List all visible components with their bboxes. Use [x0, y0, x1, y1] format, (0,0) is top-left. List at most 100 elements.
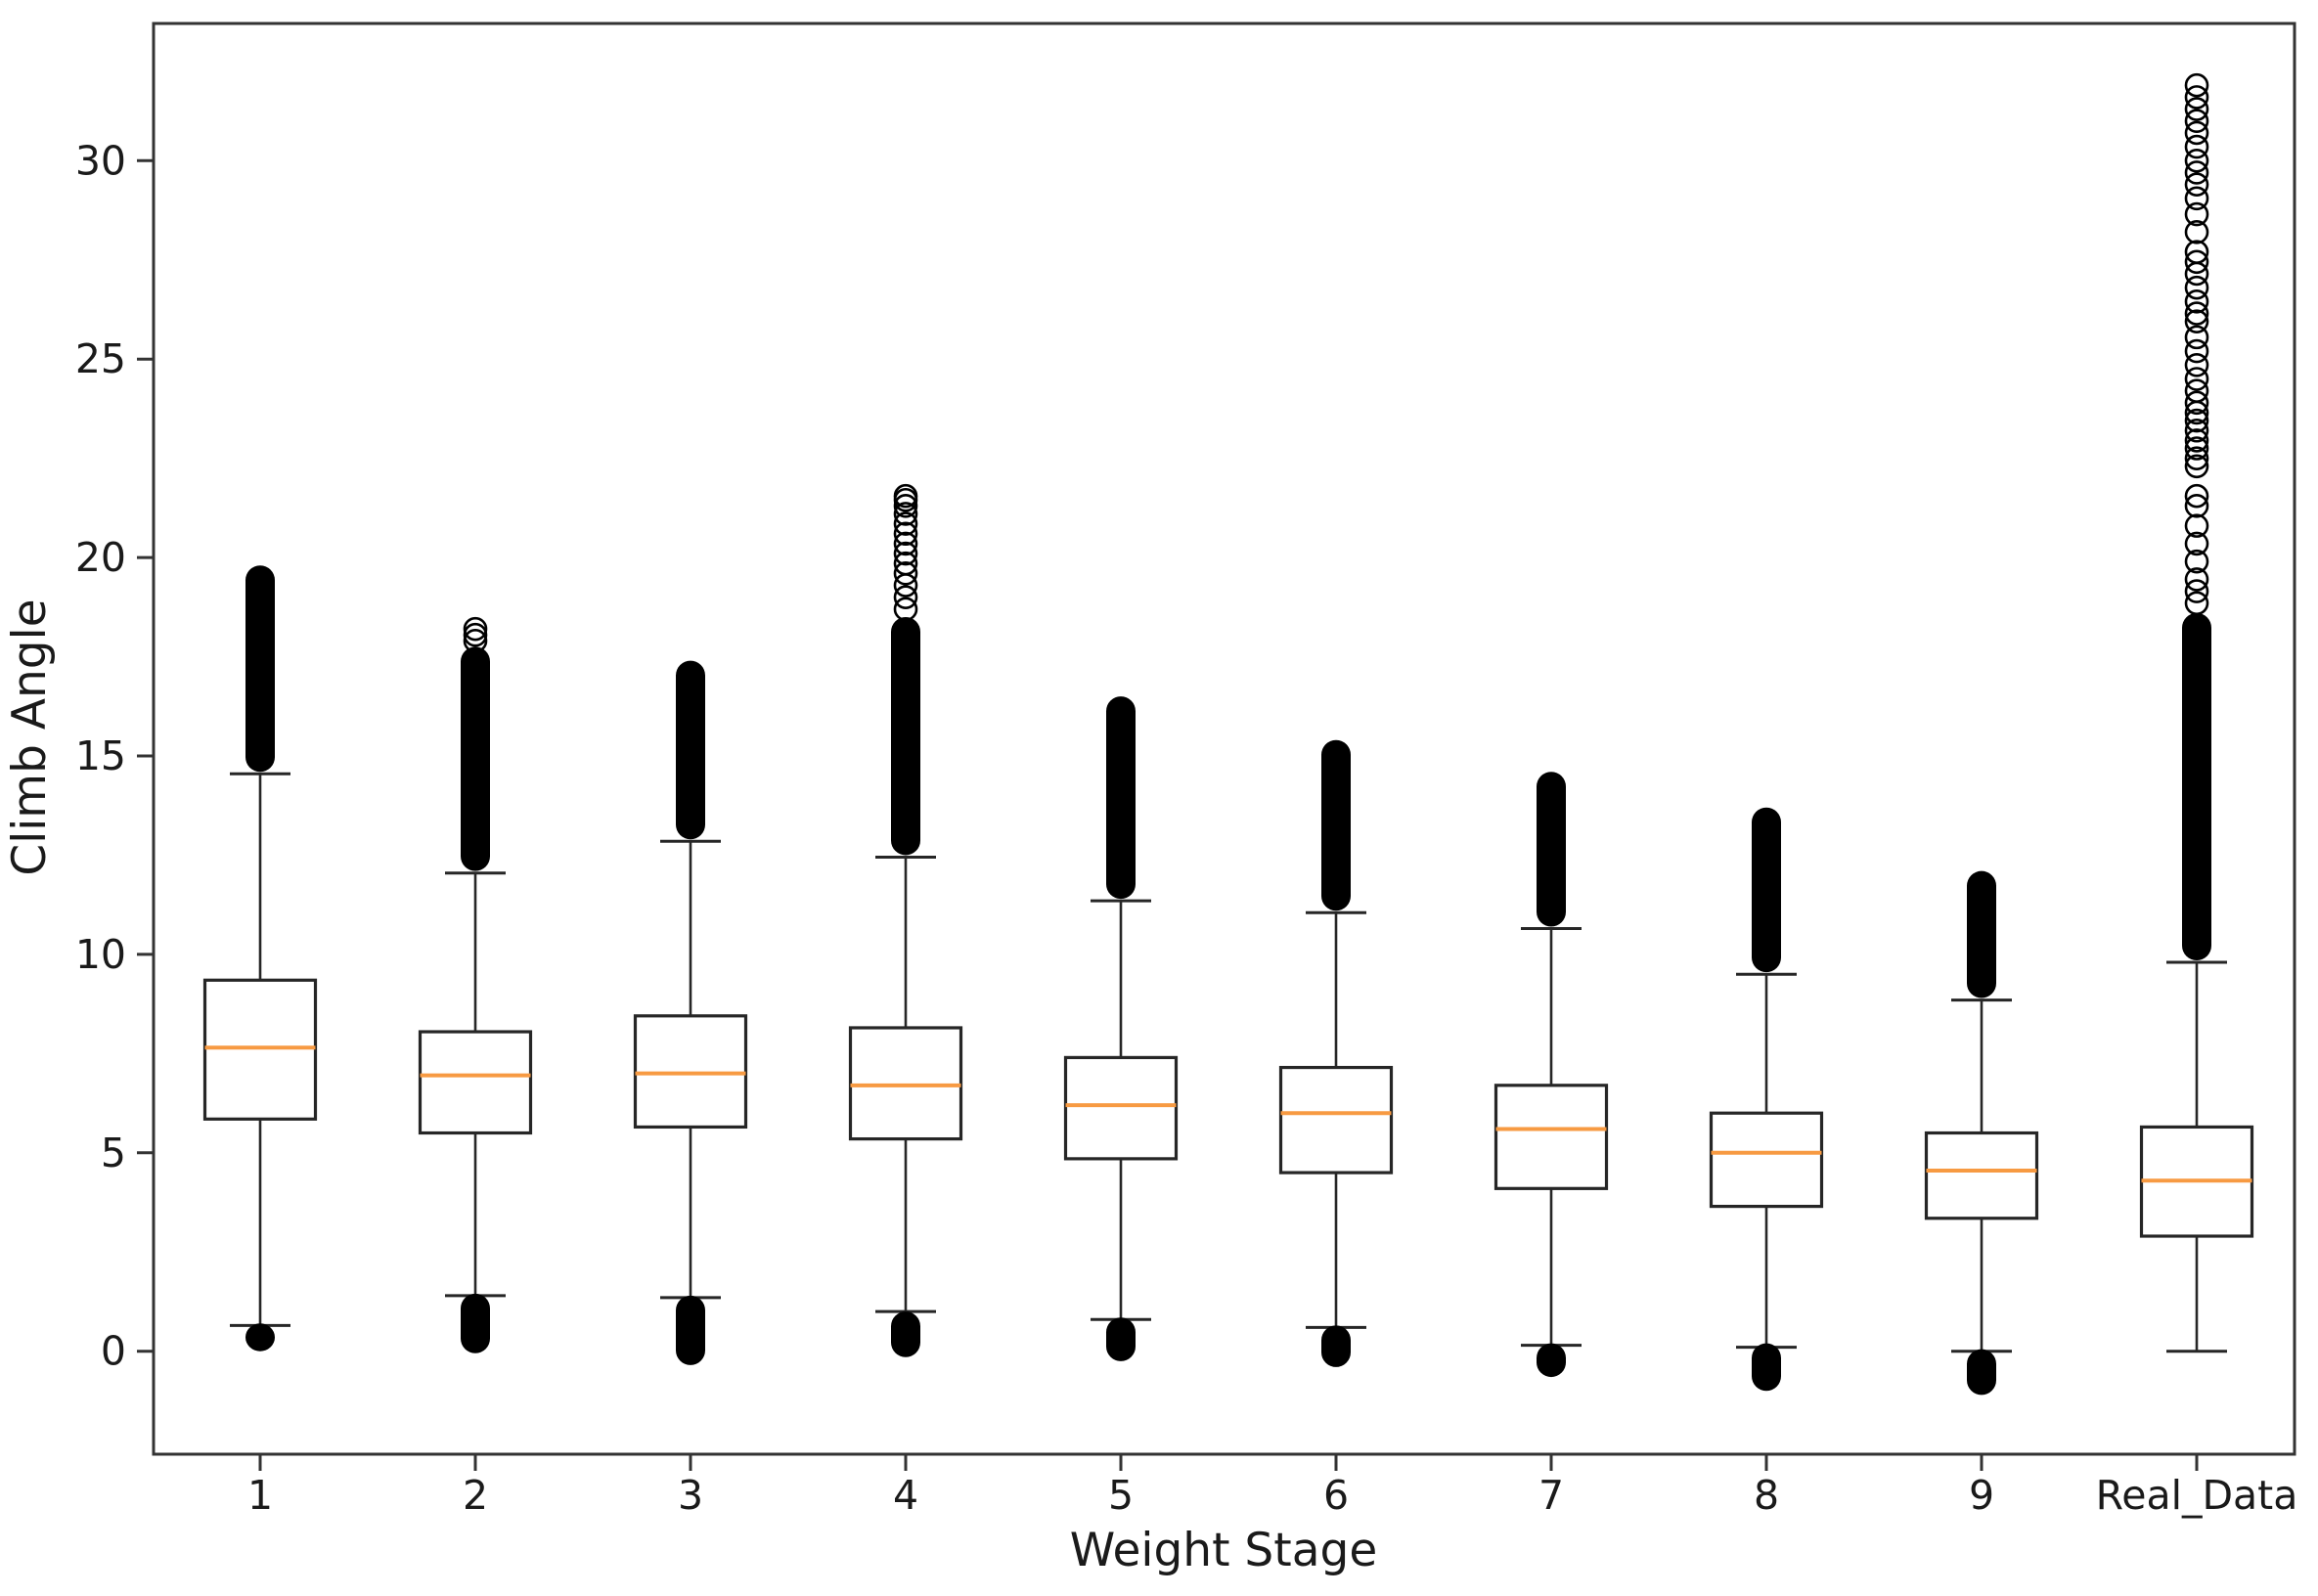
- outlier-ring: [893, 531, 918, 556]
- outlier-ring: [2184, 172, 2209, 197]
- outlier-ring: [2184, 97, 2209, 121]
- outlier-ring: [2184, 428, 2209, 453]
- outliers-low-column: [1752, 1343, 1781, 1392]
- box-glyph-7: [1493, 772, 1609, 1378]
- outlier-ring: [2184, 454, 2209, 479]
- outliers-high-column: [245, 565, 275, 773]
- outliers-low-column: [891, 1311, 920, 1357]
- x-tick-label: Real_Data: [2096, 1472, 2298, 1519]
- outliers-low-column: [461, 1293, 490, 1353]
- outlier-ring: [2184, 186, 2209, 211]
- x-tick-label: 5: [1108, 1472, 1134, 1519]
- x-axis-title: Weight Stage: [1070, 1524, 1378, 1577]
- box-glyph-5: [1063, 696, 1179, 1361]
- y-tick-label: 30: [75, 137, 126, 184]
- outlier-ring: [2184, 338, 2209, 364]
- box-glyph-6: [1278, 739, 1394, 1367]
- outliers-high-column: [891, 616, 920, 856]
- outlier-ring: [463, 616, 488, 642]
- y-tick-label: 15: [75, 732, 126, 779]
- iqr-box: [1278, 1065, 1394, 1175]
- outlier-ring: [893, 483, 918, 509]
- outlier-ring: [2184, 160, 2209, 185]
- x-tick-label: 7: [1538, 1472, 1564, 1519]
- outlier-ring: [463, 629, 488, 653]
- outlier-ring: [2184, 109, 2209, 134]
- y-tick-label: 25: [75, 335, 126, 382]
- outlier-ring: [2184, 289, 2209, 314]
- x-tick-label: 1: [247, 1472, 273, 1519]
- outlier-ring: [2184, 85, 2209, 110]
- outlier-ring: [2184, 352, 2209, 377]
- axes-frame: [152, 22, 2296, 1456]
- iqr-box: [848, 1026, 963, 1141]
- outlier-ring: [2184, 120, 2209, 146]
- outlier-ring: [2184, 301, 2209, 326]
- outlier-ring: [893, 597, 918, 622]
- outlier-ring: [893, 511, 918, 536]
- outlier-ring: [2184, 390, 2209, 416]
- outlier-ring: [2184, 249, 2209, 275]
- iqr-box: [1924, 1130, 2039, 1220]
- outlier-ring: [893, 541, 918, 566]
- iqr-box: [418, 1030, 533, 1135]
- iqr-box: [1063, 1055, 1179, 1161]
- outlier-ring: [2184, 418, 2209, 443]
- outlier-ring: [2184, 549, 2209, 574]
- y-tick-label: 20: [75, 534, 126, 581]
- outlier-ring: [2184, 325, 2209, 350]
- outliers-high-column: [1106, 696, 1136, 900]
- y-tick-label: 10: [75, 931, 126, 978]
- outlier-ring: [2184, 494, 2209, 518]
- x-tick-label: 3: [678, 1472, 703, 1519]
- y-axis-title: Climb Angle: [3, 598, 57, 875]
- outliers-low-column: [1967, 1349, 1996, 1396]
- outliers-high-column: [1967, 870, 1996, 998]
- outlier-ring: [2184, 149, 2209, 173]
- outlier-ring: [2184, 72, 2209, 98]
- outlier-ring: [2184, 567, 2209, 592]
- outlier-ring: [893, 502, 918, 526]
- outlier-ring: [893, 521, 918, 547]
- outliers-high-column: [1752, 807, 1781, 973]
- outliers-low-column: [1537, 1343, 1566, 1378]
- outlier-ring: [893, 561, 918, 586]
- outliers-low-column: [1106, 1317, 1136, 1361]
- outlier-ring: [2184, 408, 2209, 433]
- outliers-high-column: [1321, 739, 1351, 911]
- box-glyph-3: [633, 660, 748, 1365]
- outliers-high-column: [2182, 612, 2211, 960]
- iqr-box: [202, 978, 318, 1121]
- outlier-ring: [893, 494, 918, 518]
- box-glyph-1: [202, 565, 318, 1352]
- outliers-high-column: [461, 646, 490, 871]
- outliers-low-column: [676, 1295, 705, 1365]
- y-tick-label: 5: [101, 1130, 126, 1176]
- x-tick-label: 2: [463, 1472, 488, 1519]
- iqr-box: [1493, 1084, 1609, 1190]
- box-glyph-Real_Data: [2139, 72, 2254, 1353]
- outlier-ring: [2184, 579, 2209, 603]
- outlier-ring: [2184, 446, 2209, 470]
- outlier-ring: [2184, 367, 2209, 391]
- outlier-ring: [2184, 220, 2209, 244]
- outlier-ring: [2184, 513, 2209, 538]
- x-tick-label: 8: [1754, 1472, 1779, 1519]
- outlier-ring: [893, 551, 918, 576]
- outlier-ring: [2184, 531, 2209, 556]
- outlier-ring: [893, 585, 918, 609]
- outlier-ring: [2184, 591, 2209, 616]
- outliers-high-column: [676, 660, 705, 840]
- iqr-box: [633, 1014, 748, 1130]
- x-tick-label: 9: [1969, 1472, 1994, 1519]
- outliers-high-column: [1537, 772, 1566, 927]
- outlier-ring: [2184, 134, 2209, 159]
- box-glyph-2: [418, 616, 533, 1353]
- outlier-ring: [2184, 378, 2209, 403]
- outlier-ring: [2184, 436, 2209, 461]
- outlier-ring: [2184, 483, 2209, 509]
- outliers-low-column: [245, 1323, 275, 1352]
- outliers-low-column: [1321, 1325, 1351, 1367]
- x-tick-label: 4: [893, 1472, 918, 1519]
